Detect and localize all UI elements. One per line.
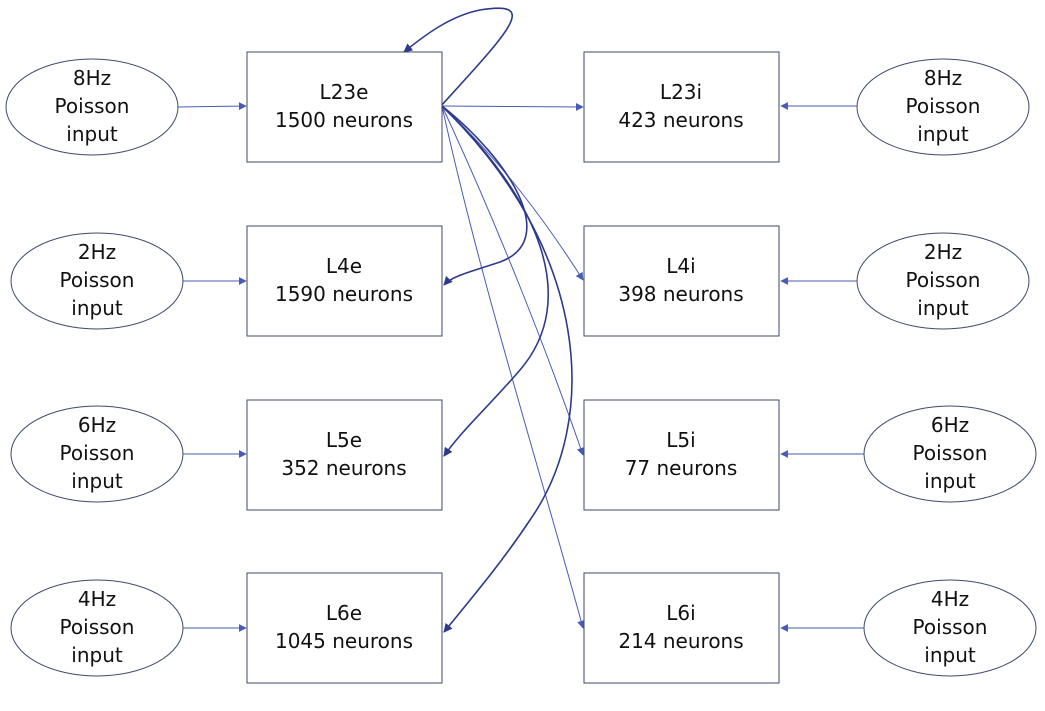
label-l6e-count: 1045 neurons (275, 629, 413, 653)
input-l23i-rate: 8Hz (924, 66, 962, 90)
label-l4e-name: L4e (326, 254, 362, 278)
input-edges (177, 102, 866, 632)
edge-l23e-self (403, 7, 513, 107)
input-l5e-word: input (71, 469, 123, 493)
input-l5i-word: input (924, 469, 976, 493)
input-l6e-word: input (71, 643, 123, 667)
label-l6e-name: L6e (326, 601, 362, 625)
label-l23i-name: L23i (660, 80, 702, 104)
label-l6i-name: L6i (666, 601, 695, 625)
input-l4e-rate: 2Hz (78, 240, 116, 264)
input-labels: 8Hz Poisson input 8Hz Poisson input 2Hz … (55, 66, 988, 667)
edge-l23e-l6i (441, 105, 585, 629)
label-l5e-count: 352 neurons (281, 456, 406, 480)
input-l23e (5, 58, 179, 156)
input-l6i-word: input (924, 643, 976, 667)
box-l5i (583, 399, 780, 511)
box-l23e (246, 51, 443, 163)
label-l4i-count: 398 neurons (618, 282, 743, 306)
label-l4e-count: 1590 neurons (275, 282, 413, 306)
box-l6i (583, 572, 780, 684)
label-l23e-name: L23e (320, 80, 369, 104)
box-l6e (246, 572, 443, 684)
input-l4i (856, 232, 1030, 330)
input-l5e-kind: Poisson (60, 441, 135, 465)
input-l5e-rate: 6Hz (78, 413, 116, 437)
label-l23e-count: 1500 neurons (275, 108, 413, 132)
label-l6i-count: 214 neurons (618, 629, 743, 653)
edge-input-l23e (177, 102, 247, 111)
input-l23e-kind: Poisson (55, 94, 130, 118)
input-l5e (10, 405, 184, 503)
population-boxes (246, 51, 780, 684)
input-l23i (856, 58, 1030, 156)
input-l4i-word: input (917, 296, 969, 320)
input-l6i-kind: Poisson (913, 615, 988, 639)
edge-l23e-l4i (441, 105, 584, 281)
input-l6i-rate: 4Hz (931, 587, 969, 611)
label-l5i-count: 77 neurons (625, 456, 738, 480)
edge-l23e-l6e (441, 105, 573, 633)
l23e-projections (403, 7, 585, 633)
input-l5i-kind: Poisson (913, 441, 988, 465)
label-l4i-name: L4i (666, 254, 695, 278)
box-l4e (246, 225, 443, 337)
edge-l23e-l4e (441, 105, 528, 286)
input-l6e-kind: Poisson (60, 615, 135, 639)
input-l23e-word: input (66, 122, 118, 146)
population-labels: L23e 1500 neurons L23i 423 neurons L4e 1… (275, 80, 744, 653)
label-l23i-count: 423 neurons (618, 108, 743, 132)
input-l6e-rate: 4Hz (78, 587, 116, 611)
edge-l23e-l23i (441, 102, 584, 111)
box-l5e (246, 399, 443, 511)
input-l6e (10, 579, 184, 677)
box-l23i (583, 51, 780, 163)
input-l4i-rate: 2Hz (924, 240, 962, 264)
input-l4e-word: input (71, 296, 123, 320)
input-l6i (863, 579, 1037, 677)
input-l23e-rate: 8Hz (73, 66, 111, 90)
input-l23i-word: input (917, 122, 969, 146)
input-l5i-rate: 6Hz (931, 413, 969, 437)
input-l4e-kind: Poisson (60, 268, 135, 292)
edge-l23e-l5i (441, 105, 585, 456)
input-l4e (10, 232, 184, 330)
label-l5i-name: L5i (666, 428, 695, 452)
label-l5e-name: L5e (326, 428, 362, 452)
input-l4i-kind: Poisson (906, 268, 981, 292)
input-l23i-kind: Poisson (906, 94, 981, 118)
input-ellipses (5, 58, 1037, 677)
box-l4i (583, 225, 780, 337)
input-l5i (863, 405, 1037, 503)
